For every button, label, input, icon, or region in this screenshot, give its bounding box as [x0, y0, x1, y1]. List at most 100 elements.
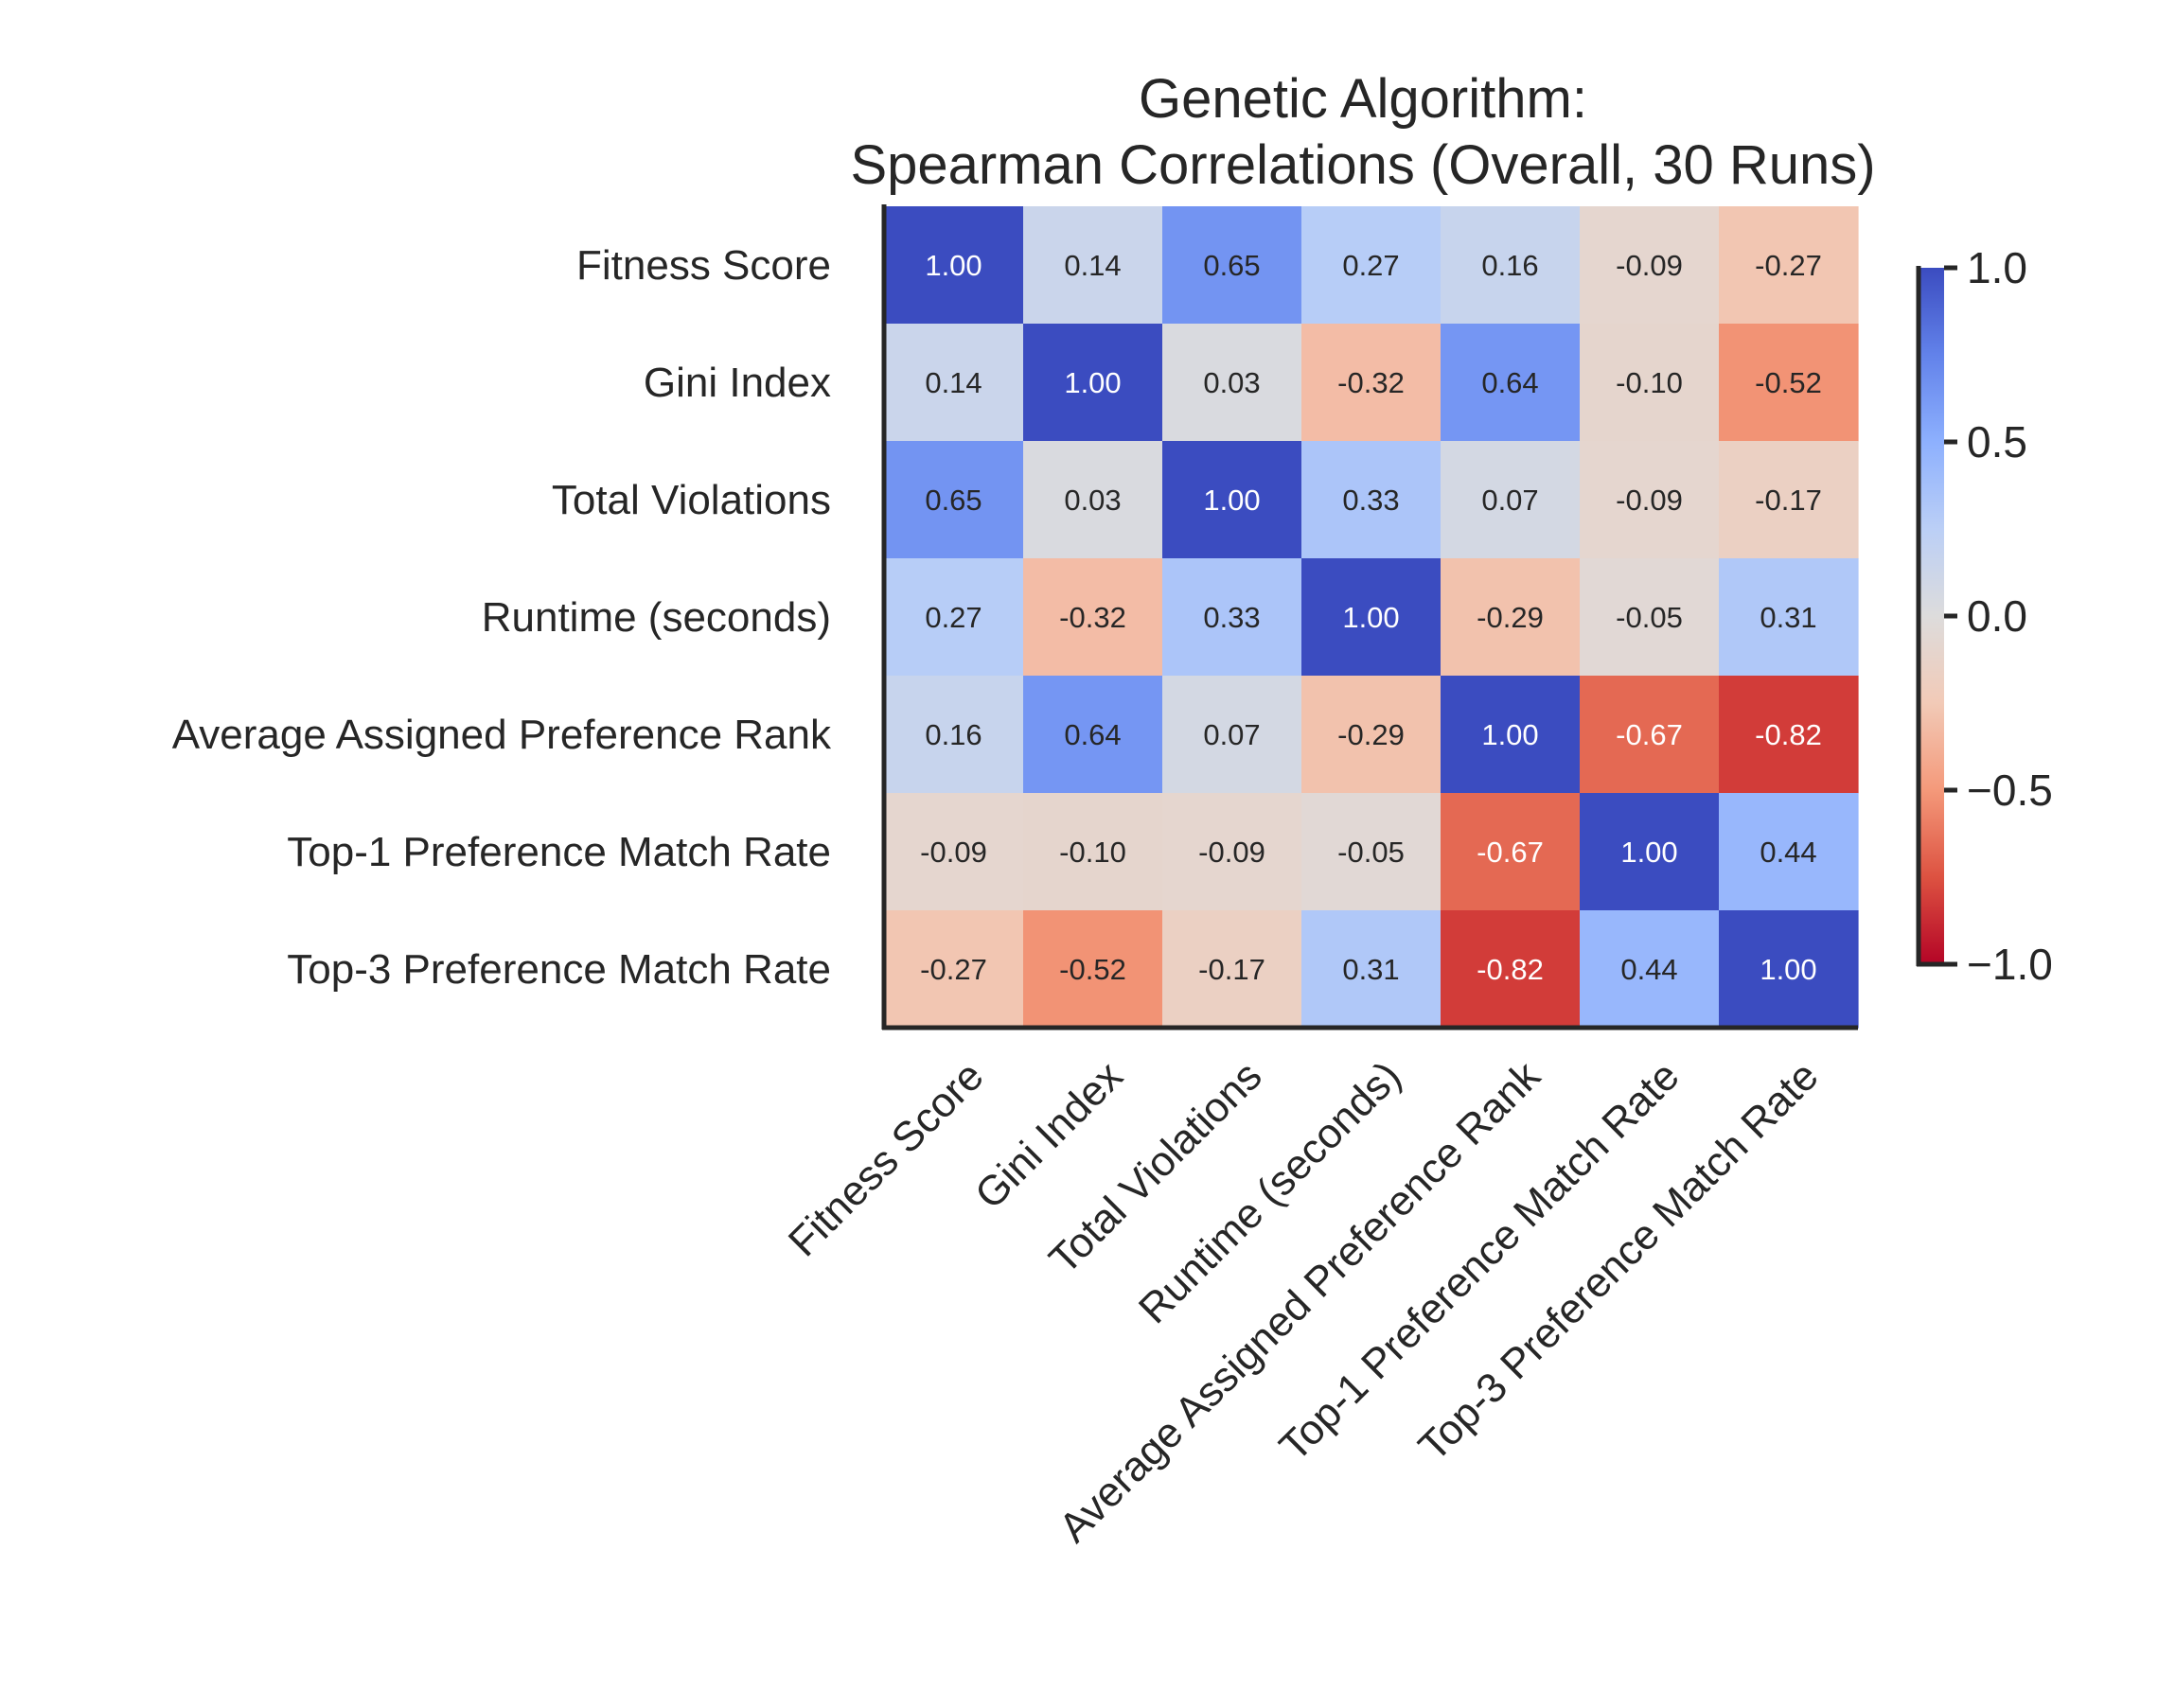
column-tick-label: Runtime (seconds) — [1130, 1052, 1410, 1332]
cell-value-label-r2-c3: 0.03 — [1203, 366, 1260, 399]
cell-value-label-r5-c3: 0.07 — [1203, 718, 1260, 751]
heatmap-cell-r5-c1 — [884, 676, 1024, 794]
heatmap-cell-r6-c5 — [1441, 793, 1581, 911]
cell-value-label-r3-c6: -0.09 — [1616, 484, 1683, 517]
heatmap-cell-r1-c1 — [884, 206, 1024, 325]
heatmap-cell-r1-c6 — [1580, 206, 1720, 325]
cell-value-label-r2-c7: -0.52 — [1755, 366, 1822, 399]
heatmap-cell-r2-c2 — [1023, 324, 1163, 442]
cell-value-label-r1-c6: -0.09 — [1616, 249, 1683, 282]
column-tick-label: Average Assigned Preference Rank — [1051, 1052, 1550, 1552]
heatmap-cell-r2-c4 — [1301, 324, 1442, 442]
heatmap-cell-r2-c6 — [1580, 324, 1720, 442]
row-tick-label: Top-3 Preference Match Rate — [287, 946, 831, 993]
cell-value-label-r6-c3: -0.09 — [1198, 836, 1265, 869]
row-tick-label: Total Violations — [552, 477, 831, 523]
heatmap-cell-r2-c5 — [1441, 324, 1581, 442]
heatmap-cell-r6-c4 — [1301, 793, 1442, 911]
cell-value-label-r6-c6: 1.00 — [1620, 836, 1677, 869]
cell-value-label-r5-c2: 0.64 — [1064, 718, 1121, 751]
cell-value-label-r4-c3: 0.33 — [1203, 601, 1260, 634]
heatmap-cell-r7-c7 — [1719, 910, 1859, 1029]
chart-title-line-2: Spearman Correlations (Overall, 30 Runs) — [850, 134, 1875, 196]
cell-value-label-r2-c4: -0.32 — [1337, 366, 1405, 399]
heatmap-axes — [881, 204, 1858, 1030]
cell-value-label-r3-c7: -0.17 — [1755, 484, 1822, 517]
cell-value-label-r1-c1: 1.00 — [925, 249, 982, 282]
cell-value-label-r5-c4: -0.29 — [1337, 718, 1405, 751]
cell-value-label-r5-c7: -0.82 — [1755, 718, 1822, 751]
heatmap-cell-r4-c2 — [1023, 558, 1163, 677]
heatmap-cell-r5-c3 — [1162, 676, 1302, 794]
heatmap-cell-r4-c7 — [1719, 558, 1859, 677]
cell-value-label-r6-c4: -0.05 — [1337, 836, 1405, 869]
cell-value-label-r3-c1: 0.65 — [925, 484, 982, 517]
row-tick-labels: Fitness Score Gini Index Total Violations R… — [172, 242, 832, 993]
heatmap-cell-r1-c4 — [1301, 206, 1442, 325]
heatmap-cell-r2-c1 — [884, 324, 1024, 442]
heatmap-cell-r5-c4 — [1301, 676, 1442, 794]
heatmap-cell-r6-c7 — [1719, 793, 1859, 911]
heatmap-cell-r4-c1 — [884, 558, 1024, 677]
heatmap-cell-r4-c5 — [1441, 558, 1581, 677]
heatmap-cell-r7-c6 — [1580, 910, 1720, 1029]
heatmap-cell-r3-c6 — [1580, 441, 1720, 559]
colorbar-tick-label: 0.0 — [1967, 591, 2027, 641]
chart-title-line-1: Genetic Algorithm: — [1139, 68, 1587, 130]
cell-value-label-r1-c7: -0.27 — [1755, 249, 1822, 282]
cell-value-label-r7-c1: -0.27 — [920, 953, 987, 986]
cell-value-label-r1-c2: 0.14 — [1064, 249, 1121, 282]
colorbar-gradient — [1919, 268, 1944, 964]
heatmap-cell-r5-c7 — [1719, 676, 1859, 794]
heatmap-cell-r3-c2 — [1023, 441, 1163, 559]
heatmap-cell-r3-c4 — [1301, 441, 1442, 559]
heatmap-cell-r7-c4 — [1301, 910, 1442, 1029]
heatmap-cell-r5-c2 — [1023, 676, 1163, 794]
row-tick-label: Top-1 Preference Match Rate — [287, 829, 831, 875]
row-tick-label: Average Assigned Preference Rank — [172, 712, 832, 758]
cell-value-label-r7-c7: 1.00 — [1760, 953, 1816, 986]
heatmap-cell-r3-c3 — [1162, 441, 1302, 559]
heatmap-cell-r2-c3 — [1162, 324, 1302, 442]
heatmap-cell-r3-c1 — [884, 441, 1024, 559]
colorbar-tick-label: 0.5 — [1967, 417, 2027, 467]
heatmap-cell-r4-c4 — [1301, 558, 1442, 677]
heatmap-cell-r4-c6 — [1580, 558, 1720, 677]
row-tick-label: Runtime (seconds) — [482, 594, 831, 641]
heatmap-cell-r5-c6 — [1580, 676, 1720, 794]
heatmap-cell-r6-c3 — [1162, 793, 1302, 911]
heatmap-cell-r1-c7 — [1719, 206, 1859, 325]
heatmap-cell-r7-c3 — [1162, 910, 1302, 1029]
heatmap-cell-r7-c2 — [1023, 910, 1163, 1029]
cell-value-label-r4-c4: 1.00 — [1342, 601, 1399, 634]
heatmap-cell-r6-c1 — [884, 793, 1024, 911]
heatmap-cell-r6-c6 — [1580, 793, 1720, 911]
cell-value-label-r7-c2: -0.52 — [1059, 953, 1126, 986]
cell-value-label-r7-c6: 0.44 — [1620, 953, 1677, 986]
colorbar-tick-label: −1.0 — [1967, 940, 2053, 989]
heatmap-cells: 1.00 0.14 0.65 0.27 0.16 -0.09 -0.27 0.14 1.00 0.… — [884, 206, 1859, 1029]
cell-value-label-r3-c4: 0.33 — [1342, 484, 1399, 517]
heatmap-cell-r2-c7 — [1719, 324, 1859, 442]
heatmap-cell-r1-c2 — [1023, 206, 1163, 325]
cell-value-label-r5-c6: -0.67 — [1616, 718, 1683, 751]
cell-value-label-r6-c7: 0.44 — [1760, 836, 1816, 869]
cell-value-label-r4-c7: 0.31 — [1760, 601, 1816, 634]
column-tick-label: Fitness Score — [780, 1052, 993, 1265]
heatmap-cell-r6-c2 — [1023, 793, 1163, 911]
cell-value-label-r2-c2: 1.00 — [1064, 366, 1121, 399]
cell-value-label-r7-c5: -0.82 — [1477, 953, 1544, 986]
colorbar-tick-label: 1.0 — [1967, 243, 2027, 292]
cell-value-label-r3-c3: 1.00 — [1203, 484, 1260, 517]
heatmap-cell-r5-c5 — [1441, 676, 1581, 794]
cell-value-label-r1-c3: 0.65 — [1203, 249, 1260, 282]
heatmap-cell-r1-c5 — [1441, 206, 1581, 325]
heatmap-cell-r3-c7 — [1719, 441, 1859, 559]
cell-value-label-r1-c5: 0.16 — [1481, 249, 1538, 282]
cell-value-label-r4-c1: 0.27 — [925, 601, 982, 634]
cell-value-label-r2-c5: 0.64 — [1481, 366, 1538, 399]
heatmap-cell-r7-c5 — [1441, 910, 1581, 1029]
heatmap-cell-r7-c1 — [884, 910, 1024, 1029]
